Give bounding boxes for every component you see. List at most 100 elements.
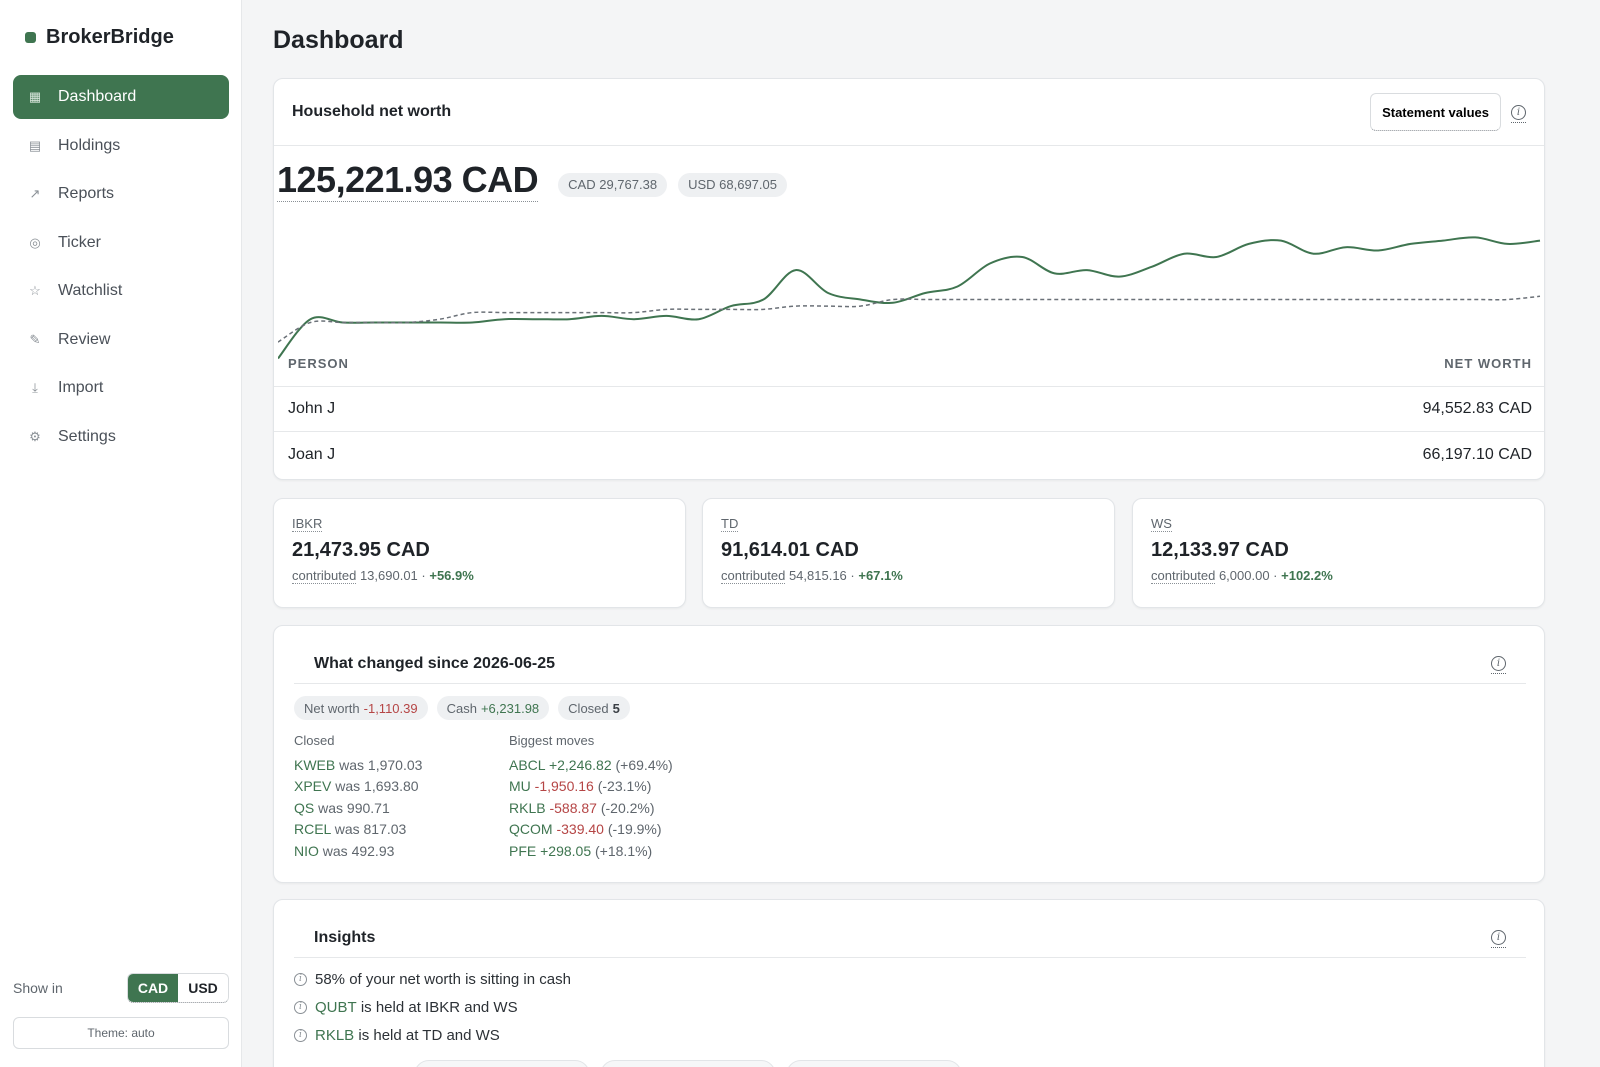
ticker-link[interactable]: QS	[294, 799, 315, 816]
insight-text: is held at TD and WS	[358, 1026, 500, 1044]
download-icon: ⤓	[32, 380, 38, 395]
pencil-icon: ✎	[29, 331, 41, 347]
closed-position-item: XPEV was 1,693.80	[294, 776, 422, 797]
biggest-move-item: QCOM -339.40 (-19.9%)	[509, 819, 673, 840]
currency-usd-button[interactable]: USD	[178, 974, 228, 1002]
contributed-label: contributed	[1151, 568, 1216, 584]
contributed-label: contributed	[721, 568, 786, 584]
insights-actions	[414, 1060, 962, 1067]
person-net-worth: 66,197.10 CAD	[1422, 445, 1532, 463]
ticker-link[interactable]: PFE	[509, 842, 537, 859]
biggest-move-item: MU -1,950.16 (-23.1%)	[509, 776, 673, 797]
person-net-worth: 94,552.83 CAD	[1422, 400, 1532, 417]
move-amount: -1,950.16	[534, 778, 594, 795]
closed-value: was 990.71	[318, 799, 390, 816]
move-amount: +298.05	[540, 842, 592, 859]
cash-change-pill: Cash +6,231.98	[436, 696, 550, 720]
insights-header: Insights i	[294, 918, 1526, 958]
ticker-link[interactable]: NIO	[294, 842, 319, 859]
contributed-amount: 6,000.00	[1218, 568, 1270, 583]
list-icon: ▤	[28, 137, 42, 153]
contributions-series-line	[278, 295, 1541, 343]
closed-position-item: QS was 990.71	[294, 798, 422, 819]
theme-button[interactable]: Theme: auto	[13, 1017, 229, 1049]
net-worth-total[interactable]: 125,221.93 CAD	[277, 159, 539, 202]
account-name: IBKR	[292, 516, 323, 532]
changes-summary: Net worth -1,110.39 Cash +6,231.98 Close…	[294, 696, 630, 720]
move-amount: -339.40	[556, 821, 604, 838]
ticker-link[interactable]: KWEB	[294, 757, 336, 773]
account-card-td[interactable]: TD 91,614.01 CAD contributed 54,815.16 ·…	[702, 498, 1115, 608]
insights-info[interactable]: i	[1491, 927, 1506, 948]
move-amount: -588.87	[549, 799, 597, 816]
gear-icon: ⚙	[29, 428, 41, 444]
move-percent: (-20.2%)	[600, 799, 655, 816]
contributed-amount: 54,815.16	[788, 568, 847, 583]
net-worth-info[interactable]: i	[1511, 102, 1526, 123]
person-name: Joan J	[288, 445, 336, 463]
account-value: 21,473.95 CAD	[292, 539, 430, 561]
contributed-amount: 13,690.01	[359, 568, 418, 583]
sidebar-item-review[interactable]: ✎ Review	[13, 318, 229, 362]
insight-action-chip[interactable]	[600, 1060, 776, 1067]
changes-info[interactable]: i	[1491, 653, 1506, 674]
ticker-link[interactable]: ABCL	[509, 757, 546, 773]
sidebar-item-label: Dashboard	[58, 88, 137, 105]
net-worth-title: Household net worth	[292, 103, 452, 120]
ticker-link[interactable]: XPEV	[294, 778, 332, 795]
move-percent: (+18.1%)	[595, 842, 653, 859]
sidebar-item-holdings[interactable]: ▤ Holdings	[13, 124, 229, 168]
closed-position-item: NIO was 492.93	[294, 841, 422, 862]
ticker-link[interactable]: RKLB	[315, 1026, 355, 1044]
pill-value: -1,110.39	[363, 700, 418, 716]
sidebar-item-dashboard[interactable]: ▦ Dashboard	[13, 75, 229, 119]
ticker-link[interactable]: RCEL	[294, 821, 331, 838]
closed-positions-list: Closed KWEB was 1,970.03 XPEV was 1,693.8…	[294, 733, 422, 862]
account-name: WS	[1151, 516, 1172, 532]
sidebar-item-label: Settings	[58, 427, 116, 445]
biggest-moves-label: Biggest moves	[509, 733, 595, 748]
biggest-move-item: PFE +298.05 (+18.1%)	[509, 841, 673, 862]
move-amount: +2,246.82	[548, 757, 612, 773]
sidebar-item-watchlist[interactable]: ☆ Watchlist	[13, 269, 229, 313]
changes-header: What changed since 2026-06-25 i	[294, 644, 1526, 684]
biggest-move-item: RKLB -588.87 (-20.2%)	[509, 798, 673, 819]
sidebar-item-import[interactable]: ⤓ Import	[13, 366, 229, 410]
insights-title: Insights	[314, 928, 376, 946]
table-row[interactable]: Joan J 66,197.10 CAD	[274, 432, 1544, 477]
ticker-link[interactable]: QUBT	[315, 998, 357, 1016]
ticker-link[interactable]: MU	[509, 778, 531, 795]
table-row[interactable]: John J 94,552.83 CAD	[274, 387, 1544, 432]
net-worth-change-pill: Net worth -1,110.39	[294, 696, 428, 720]
currency-toggle: CAD USD	[127, 973, 229, 1003]
grid-icon: ▦	[28, 89, 42, 104]
closed-value: was 1,970.03	[339, 757, 423, 773]
insight-item: i RKLB is held at TD and WS	[294, 1021, 571, 1049]
account-card-ibkr[interactable]: IBKR 21,473.95 CAD contributed 13,690.01…	[273, 498, 686, 608]
brand-logo-icon	[25, 32, 36, 43]
insight-action-chip[interactable]	[414, 1060, 590, 1067]
ticker-link[interactable]: RKLB	[509, 799, 546, 816]
person-column-header: PERSON	[288, 356, 349, 371]
currency-breakdown: CAD 29,767.38 USD 68,697.05	[558, 165, 787, 197]
net-worth-column-header: NET WORTH	[1444, 356, 1532, 371]
sidebar-item-label: Holdings	[58, 136, 121, 154]
insight-text: 58% of your net worth is sitting in cash	[315, 970, 571, 988]
pill-label: Net worth	[304, 700, 360, 716]
account-contribution: contributed 6,000.00 · +102.2%	[1151, 568, 1333, 584]
net-worth-chart[interactable]	[278, 211, 1544, 411]
info-icon: i	[294, 1000, 307, 1014]
account-card-ws[interactable]: WS 12,133.97 CAD contributed 6,000.00 · …	[1132, 498, 1545, 608]
currency-cad-button[interactable]: CAD	[128, 974, 178, 1002]
brand[interactable]: BrokerBridge	[25, 26, 174, 49]
show-in-label: Show in	[13, 980, 63, 996]
info-icon: i	[1491, 656, 1506, 671]
sidebar-item-reports[interactable]: ↗ Reports	[13, 172, 229, 216]
insight-action-chip[interactable]	[786, 1060, 962, 1067]
sidebar-item-ticker[interactable]: ◎ Ticker	[13, 221, 229, 265]
account-contribution: contributed 13,690.01 · +56.9%	[292, 568, 474, 584]
sidebar-item-settings[interactable]: ⚙ Settings	[13, 415, 229, 459]
trend-icon: ↗	[29, 186, 41, 201]
statement-values-button[interactable]: Statement values	[1370, 93, 1501, 131]
ticker-link[interactable]: QCOM	[509, 821, 553, 838]
